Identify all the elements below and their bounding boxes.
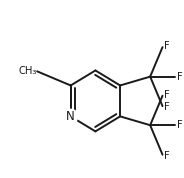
Text: CH₃: CH₃ (19, 66, 37, 76)
Circle shape (64, 109, 78, 123)
Text: F: F (164, 41, 170, 51)
Text: F: F (177, 120, 182, 130)
Text: N: N (66, 110, 75, 123)
Text: F: F (177, 72, 182, 82)
Text: F: F (164, 90, 170, 100)
Text: F: F (164, 151, 170, 161)
Text: F: F (164, 102, 170, 112)
